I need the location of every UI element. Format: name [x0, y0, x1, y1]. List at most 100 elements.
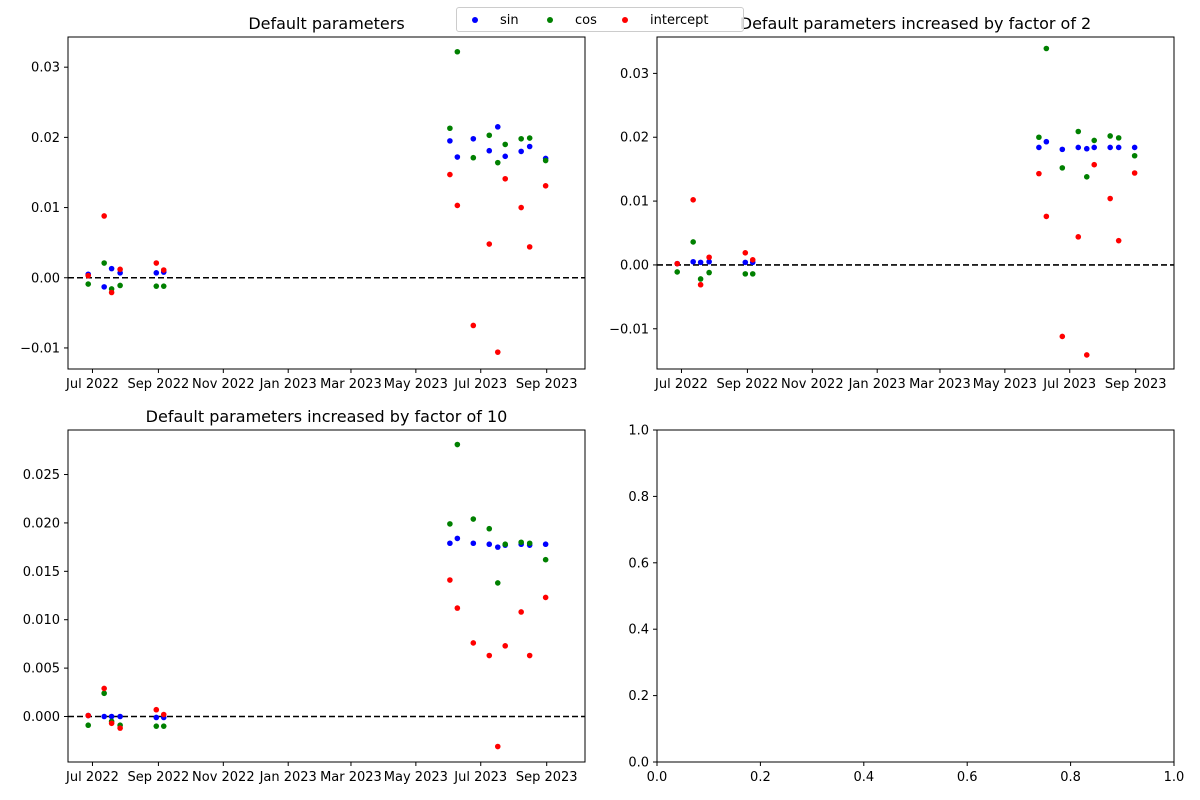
data-point-sin [526, 143, 533, 150]
data-point-intercept [447, 577, 453, 583]
data-point-cos [454, 441, 461, 448]
data-point-intercept [470, 640, 477, 646]
x-tick-label: May 2023 [384, 377, 448, 392]
x-tick-label: Jul 2023 [453, 770, 507, 785]
subplot-3: Default parameters increased by factor o… [23, 407, 586, 785]
data-point-cos [742, 271, 749, 277]
legend-label-intercept: intercept [650, 12, 709, 28]
data-point-cos [706, 269, 712, 276]
data-point-sin [502, 153, 509, 160]
data-point-intercept [542, 183, 549, 189]
data-point-cos [502, 541, 509, 548]
data-point-intercept [447, 171, 453, 178]
x-tick-label: Jul 2023 [453, 377, 507, 392]
x-tick-label: Nov 2022 [192, 377, 255, 392]
data-point-intercept [502, 175, 509, 182]
data-point-cos [542, 556, 549, 563]
x-tick-label: Mar 2023 [320, 770, 382, 785]
data-point-cos [85, 722, 92, 729]
subplot-title: Default parameters [248, 14, 404, 33]
data-point-cos [526, 135, 533, 141]
y-tick-label: 0.00 [620, 258, 649, 273]
data-point-intercept [518, 609, 524, 615]
data-point-intercept [1115, 237, 1122, 244]
data-point-intercept [117, 725, 123, 731]
x-tick-label: Nov 2022 [192, 770, 255, 785]
x-tick-label: Jan 2023 [259, 770, 317, 785]
data-point-cos [470, 154, 477, 161]
y-tick-label: 0.02 [31, 131, 60, 146]
data-point-cos [1036, 134, 1042, 141]
data-point-cos [160, 283, 167, 289]
data-point-cos [1091, 137, 1098, 144]
data-point-sin [706, 258, 712, 265]
subplot-2: Default parameters increased by factor o… [609, 14, 1175, 392]
data-point-intercept [494, 743, 501, 750]
x-tick-label: Jan 2023 [259, 377, 317, 392]
data-point-cos [674, 269, 681, 275]
series-cos [85, 48, 549, 292]
y-tick-label: 0.02 [620, 131, 649, 146]
data-point-intercept [502, 643, 509, 649]
x-tick-label: 0.4 [853, 770, 874, 785]
data-point-intercept [706, 254, 712, 261]
data-point-sin [447, 540, 453, 547]
x-tick-label: Jul 2022 [65, 770, 119, 785]
data-point-sin [1131, 144, 1138, 151]
data-point-sin [117, 713, 123, 720]
legend-label-cos: cos [575, 12, 597, 28]
y-tick-label: 0.03 [620, 67, 649, 82]
data-point-sin [518, 148, 524, 155]
axes-frame [656, 429, 1175, 763]
data-point-sin [153, 270, 160, 276]
data-point-sin [470, 135, 477, 142]
y-tick-label: 0.015 [23, 565, 60, 580]
series-intercept [85, 171, 549, 355]
y-tick-label: 0.005 [23, 662, 60, 677]
x-tick-label: 0.0 [647, 770, 668, 785]
data-point-sin [486, 541, 493, 548]
x-tick-label: 1.0 [1164, 770, 1185, 785]
y-tick-label: 1.0 [628, 424, 649, 439]
data-point-intercept [486, 241, 493, 247]
data-point-cos [454, 48, 461, 55]
data-point-cos [447, 521, 453, 527]
data-point-intercept [1107, 195, 1113, 202]
legend-marker-sin [472, 17, 478, 23]
data-point-cos [1083, 174, 1090, 180]
data-point-cos [101, 690, 107, 697]
legend-item-sin: sin [472, 12, 519, 28]
data-point-cos [749, 271, 756, 277]
y-tick-label: 0.00 [31, 271, 60, 286]
data-point-cos [470, 516, 477, 522]
data-point-intercept [518, 204, 524, 211]
y-tick-label: 0.010 [23, 613, 60, 628]
data-point-cos [1115, 135, 1122, 141]
subplot-1: Default parameters 0.03 0.02 0.01 0.00 −0.01 J… [20, 14, 586, 392]
x-tick-label: Mar 2023 [909, 377, 971, 392]
y-tick-label: 0.01 [31, 201, 60, 216]
data-point-intercept [690, 197, 696, 203]
data-point-intercept [101, 213, 107, 219]
x-tick-label: Sep 2023 [1105, 377, 1167, 392]
legend-marker-cos [547, 17, 553, 23]
data-point-intercept [1091, 161, 1098, 168]
data-point-intercept [1131, 170, 1138, 176]
data-point-sin [1075, 144, 1082, 151]
x-tick-label: Sep 2023 [516, 377, 578, 392]
data-point-cos [1059, 165, 1066, 171]
data-point-intercept [454, 202, 461, 209]
data-point-cos [502, 141, 509, 148]
axes-frame [656, 36, 1175, 370]
legend-marker-intercept [622, 17, 628, 23]
x-tick-label: Jul 2023 [1042, 377, 1096, 392]
data-point-sin [1083, 145, 1090, 152]
data-point-cos [153, 723, 160, 729]
data-point-intercept [697, 281, 704, 288]
data-point-intercept [153, 706, 160, 713]
data-point-intercept [1059, 333, 1066, 340]
data-point-cos [526, 540, 533, 547]
data-point-cos [690, 239, 696, 245]
data-point-intercept [153, 260, 160, 266]
data-point-cos [1043, 45, 1050, 52]
